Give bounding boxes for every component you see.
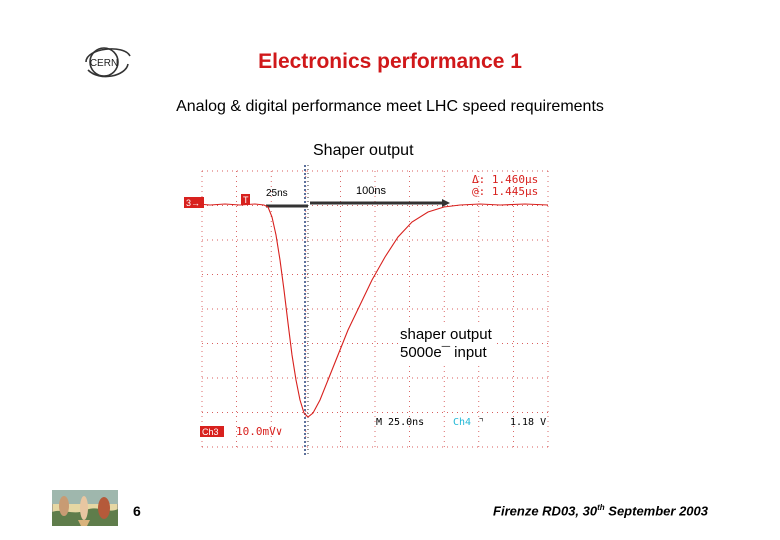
footer-text: Firenze RD03, 30th September 2003 (493, 503, 708, 519)
slide-subtitle: Analog & digital performance meet LHC sp… (176, 98, 604, 115)
trace-annotation: shaper output 5000e¯ input (398, 326, 494, 362)
svg-text:T: T (243, 195, 249, 205)
ch3-badge (200, 426, 224, 437)
trig-slope-icon: ⌝ (478, 417, 484, 428)
svg-text:Δ: 1.460μs: Δ: 1.460μs (472, 173, 538, 186)
svg-text:Ch3: Ch3 (202, 427, 219, 437)
svg-text:10.0mV∨: 10.0mV∨ (236, 425, 282, 438)
svg-text:M 25.0ns: M 25.0ns (376, 417, 424, 428)
svg-text:100ns: 100ns (356, 185, 386, 197)
svg-text:1.18 V: 1.18 V (510, 417, 546, 428)
svg-text:Ch4: Ch4 (453, 417, 471, 428)
trigger-marker-badge (241, 194, 250, 205)
page-number: 6 (133, 503, 141, 519)
venus-thumbnail-image (52, 490, 118, 526)
svg-text:@: 1.445μs: @: 1.445μs (472, 185, 538, 198)
arrow-head-icon (442, 199, 450, 207)
annotation-line-2: 5000e¯ input (400, 344, 487, 361)
svg-text:25ns: 25ns (266, 188, 288, 199)
svg-text:3→: 3→ (186, 198, 200, 208)
cern-logo: CERN (85, 47, 131, 78)
annotation-line-1: shaper output (400, 326, 492, 343)
scope-title: Shaper output (313, 142, 414, 159)
slide-title: Electronics performance 1 (258, 50, 522, 73)
oscilloscope-screenshot: 3→ T 25ns 100ns Δ: 1.460μs @: 1.445μs Ch… (180, 165, 552, 455)
channel-marker-badge (184, 197, 204, 208)
svg-text:CERN: CERN (90, 58, 118, 69)
shaper-trace (197, 203, 549, 418)
